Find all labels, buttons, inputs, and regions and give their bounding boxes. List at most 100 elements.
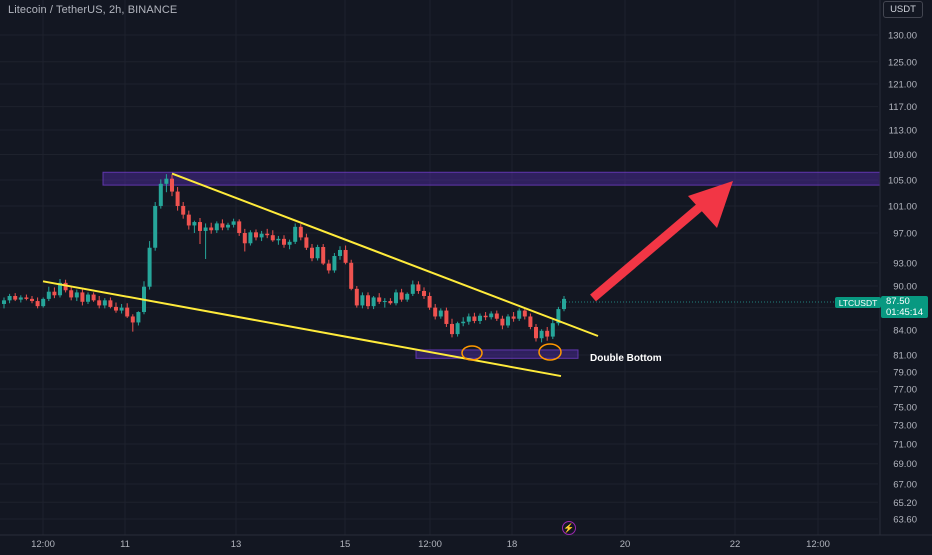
candle	[203, 227, 208, 231]
candle	[80, 292, 85, 302]
y-tick-label: 71.00	[893, 440, 917, 451]
x-tick-label: 12:00	[31, 539, 55, 550]
candle	[186, 214, 191, 226]
candle	[164, 178, 169, 184]
candle	[158, 183, 163, 206]
candle	[534, 326, 538, 339]
candle	[522, 310, 527, 317]
y-tick-label: 109.00	[888, 150, 917, 161]
candle	[399, 292, 404, 300]
candle	[276, 238, 281, 241]
candle	[181, 205, 186, 215]
resistance-zone	[102, 171, 881, 186]
target-arrow-shaft	[590, 197, 710, 302]
x-tick-label: 12:00	[806, 539, 830, 550]
candle	[58, 282, 62, 296]
candle	[18, 297, 23, 300]
candle	[282, 238, 286, 245]
candle	[315, 246, 320, 259]
candle	[433, 307, 438, 317]
y-tick-label: 84.00	[893, 326, 917, 337]
candle	[248, 232, 253, 244]
upper-trendline[interactable]	[171, 172, 599, 337]
y-tick-label: 101.00	[888, 201, 917, 212]
y-tick-label: 130.00	[888, 31, 917, 42]
candle	[153, 205, 158, 248]
candle	[63, 282, 68, 291]
candle	[175, 191, 180, 206]
candle	[517, 310, 522, 319]
candle	[69, 290, 74, 298]
candle	[494, 313, 499, 319]
bottom-circle	[538, 343, 562, 361]
x-tick-label: 18	[507, 539, 518, 550]
y-tick-label: 69.00	[893, 459, 917, 470]
candle	[405, 293, 410, 300]
candle	[97, 300, 102, 306]
candle	[455, 323, 460, 335]
candle	[30, 298, 34, 302]
candle	[326, 263, 331, 271]
candle	[466, 316, 471, 322]
candle	[125, 307, 130, 317]
candle	[506, 316, 510, 326]
candle	[2, 300, 6, 304]
candle	[545, 330, 550, 337]
candle	[438, 310, 443, 317]
candle	[338, 249, 342, 256]
y-tick-label: 93.00	[893, 258, 917, 269]
candle	[147, 247, 152, 287]
x-tick-label: 15	[340, 539, 351, 550]
candle	[86, 294, 90, 302]
candle	[287, 241, 292, 245]
candle	[170, 178, 174, 192]
candle	[550, 323, 555, 337]
candle	[450, 323, 454, 335]
symbol-tag: LTCUSDT	[835, 297, 881, 308]
candle	[388, 301, 393, 304]
candle	[102, 300, 107, 306]
candle	[74, 292, 79, 298]
candle	[511, 316, 516, 319]
candle	[254, 232, 258, 238]
candle	[377, 297, 382, 302]
candle	[35, 301, 40, 307]
y-tick-label: 113.00	[889, 126, 917, 137]
candle	[259, 233, 264, 238]
chart-title: Litecoin / TetherUS, 2h, BINANCE	[8, 4, 178, 16]
candle	[562, 298, 566, 310]
bottom-circle	[461, 345, 483, 361]
candle	[310, 247, 314, 259]
candle	[13, 295, 18, 300]
candle	[198, 222, 202, 231]
y-tick-label: 73.00	[893, 421, 917, 432]
lower-trendline[interactable]	[42, 280, 562, 378]
candle	[298, 226, 303, 238]
candle	[231, 221, 236, 225]
candle	[394, 292, 398, 304]
lightning-icon[interactable]: ⚡	[562, 521, 576, 535]
x-tick-label: 22	[730, 539, 741, 550]
candle	[427, 295, 432, 308]
candle	[119, 307, 124, 311]
candle	[41, 298, 46, 307]
candle	[360, 295, 365, 306]
candle	[472, 316, 477, 321]
candle	[91, 294, 96, 301]
candle	[321, 246, 326, 264]
y-tick-label: 125.00	[888, 57, 917, 68]
y-tick-label: 75.00	[893, 402, 917, 413]
candle	[483, 315, 488, 318]
candle	[237, 221, 242, 233]
candle	[265, 233, 270, 236]
candle	[24, 297, 29, 299]
currency-button[interactable]: USDT	[883, 1, 923, 18]
candle	[461, 321, 466, 324]
y-tick-label: 77.00	[893, 385, 917, 396]
candle	[214, 223, 219, 231]
candle	[354, 288, 359, 306]
candle	[209, 227, 214, 231]
candle	[108, 300, 113, 307]
